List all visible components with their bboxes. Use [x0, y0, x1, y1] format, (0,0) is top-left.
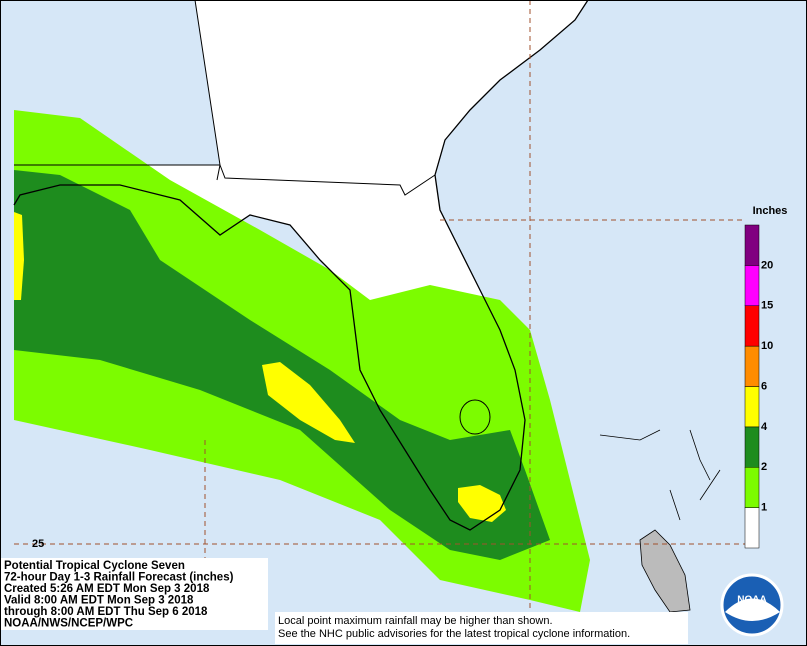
info-line: Potential Tropical Cyclone Seven [4, 560, 185, 572]
legend-label: 1 [761, 502, 767, 514]
rain-area-4 [262, 362, 355, 443]
lat-lon-grid [14, 0, 745, 612]
disclaimer-text: Local point maximum rainfall may be high… [278, 615, 630, 640]
info-line: 72-hour Day 1-3 Rainfall Forecast (inche… [4, 572, 234, 584]
legend-label: 15 [761, 300, 773, 312]
noaa-logo-bird [725, 598, 780, 621]
disclaimer-box [275, 612, 688, 644]
legend: 1 2 4 6 10 15 20 [744, 224, 773, 549]
legend-label: 10 [761, 340, 773, 352]
legend-swatch [744, 426, 760, 468]
lake-okeechobee [459, 399, 491, 435]
info-box [0, 558, 268, 630]
legend-label: 20 [761, 259, 773, 271]
rain-area-4 [14, 212, 24, 300]
coastline [13, 0, 589, 531]
legend-label: 6 [761, 380, 767, 392]
legend-swatch [744, 345, 760, 387]
legend-swatch [744, 467, 760, 508]
cuba [639, 529, 691, 613]
info-line: NOAA/NWS/NCEP/WPC [4, 618, 133, 630]
legend-swatch [744, 386, 760, 428]
state-borders [14, 0, 436, 196]
legend-label: 2 [761, 461, 767, 473]
info-line: Valid 8:00 AM EDT Mon Sep 3 2018 [4, 595, 194, 607]
disclaimer-line: See the NHC public advisories for the la… [278, 628, 630, 640]
disclaimer-line: Local point maximum rainfall may be high… [278, 615, 553, 627]
legend-swatch [744, 507, 760, 549]
info-line: Created 5:26 AM EDT Mon Sep 3 2018 [4, 583, 210, 595]
bahamas [599, 429, 721, 521]
legend-title: Inches [753, 205, 788, 217]
grid-label: 25 [32, 538, 44, 550]
legend-swatch [744, 265, 760, 306]
legend-swatch [744, 305, 760, 347]
legend-label: 4 [761, 421, 768, 433]
legend-swatch [744, 224, 760, 266]
logo-text: NOAA [737, 595, 766, 606]
info-line: through 8:00 AM EDT Thu Sep 6 2018 [4, 606, 208, 618]
rain-area-4 [458, 485, 506, 522]
info-text: Potential Tropical Cyclone Seven72-hour … [4, 560, 234, 630]
